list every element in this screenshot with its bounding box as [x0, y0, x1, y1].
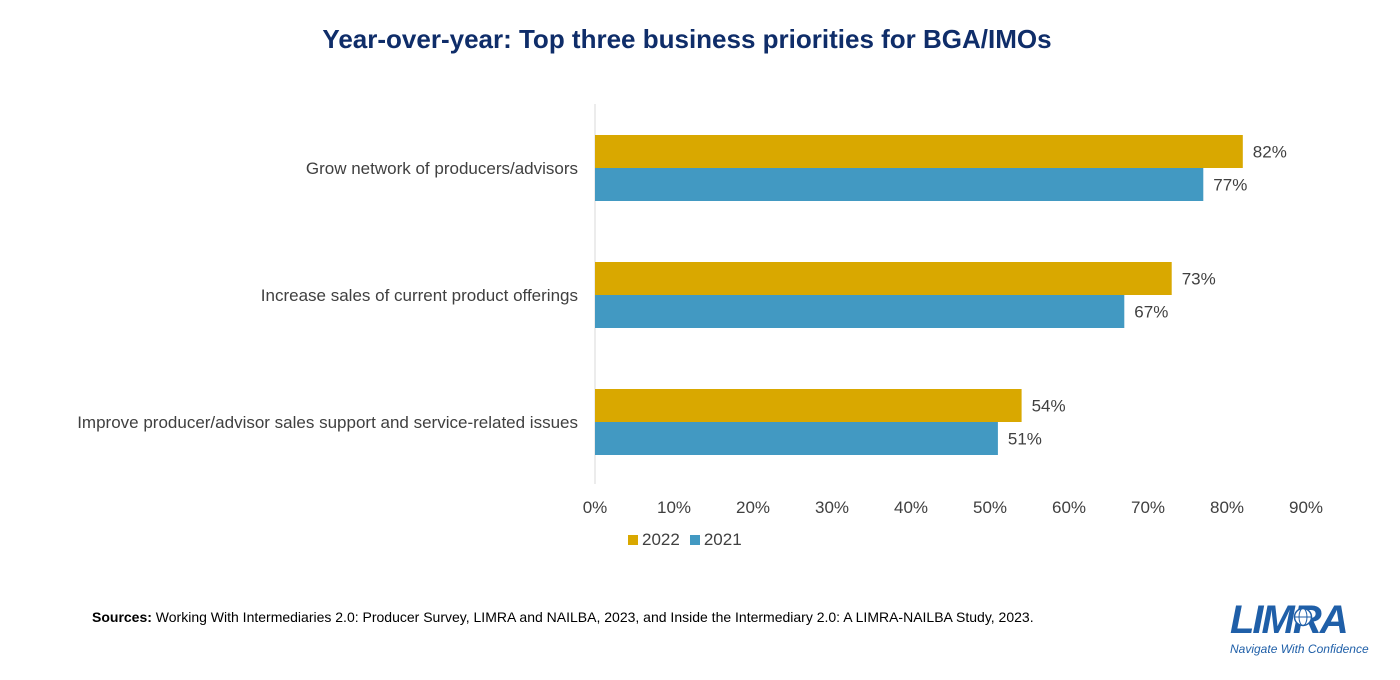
- x-tick-label: 60%: [1052, 498, 1086, 517]
- legend-label-2021: 2021: [703, 530, 742, 549]
- bar-2022: [595, 262, 1172, 295]
- bar-2021: [595, 422, 998, 455]
- bar-2021: [595, 168, 1204, 201]
- x-tick-label: 40%: [894, 498, 928, 517]
- sources-note: Sources: Working With Intermediaries 2.0…: [92, 609, 1034, 625]
- x-tick-label: 10%: [657, 498, 691, 517]
- sources-text: Working With Intermediaries 2.0: Produce…: [151, 609, 1034, 625]
- x-tick-label: 20%: [736, 498, 770, 517]
- globe-icon: [1293, 607, 1313, 627]
- bar-2022: [595, 389, 1022, 422]
- x-tick-label: 90%: [1289, 498, 1323, 517]
- category-label: Increase sales of current product offeri…: [261, 286, 578, 305]
- data-label-2021: 67%: [1134, 303, 1168, 322]
- legend-swatch-2022: [628, 535, 638, 545]
- sources-label: Sources:: [92, 609, 152, 625]
- legend-item-2021: 2021: [689, 530, 742, 550]
- legend-item-2022: 2022: [628, 530, 680, 550]
- data-label-2022: 82%: [1253, 143, 1287, 162]
- legend-swatch-2021: [689, 535, 700, 545]
- legend: 2022 2021: [628, 530, 752, 550]
- x-tick-label: 70%: [1131, 498, 1165, 517]
- x-tick-label: 0%: [583, 498, 608, 517]
- data-label-2021: 51%: [1008, 430, 1042, 449]
- x-tick-label: 50%: [973, 498, 1007, 517]
- x-tick-label: 30%: [815, 498, 849, 517]
- data-label-2021: 77%: [1213, 176, 1247, 195]
- x-tick-label: 80%: [1210, 498, 1244, 517]
- chart-title: Year-over-year: Top three business prior…: [322, 24, 1052, 54]
- legend-label-2022: 2022: [642, 530, 680, 549]
- category-label: Improve producer/advisor sales support a…: [77, 413, 578, 432]
- logo-wordmark: LIMRA: [1230, 598, 1349, 642]
- bar-2022: [595, 135, 1243, 168]
- data-label-2022: 73%: [1182, 270, 1216, 289]
- bar-2021: [595, 295, 1125, 328]
- category-label: Grow network of producers/advisors: [306, 159, 578, 178]
- limra-logo: LIMRA Navigate With Confidence: [1226, 598, 1376, 660]
- logo-tagline: Navigate With Confidence: [1230, 642, 1369, 656]
- data-label-2022: 54%: [1032, 397, 1066, 416]
